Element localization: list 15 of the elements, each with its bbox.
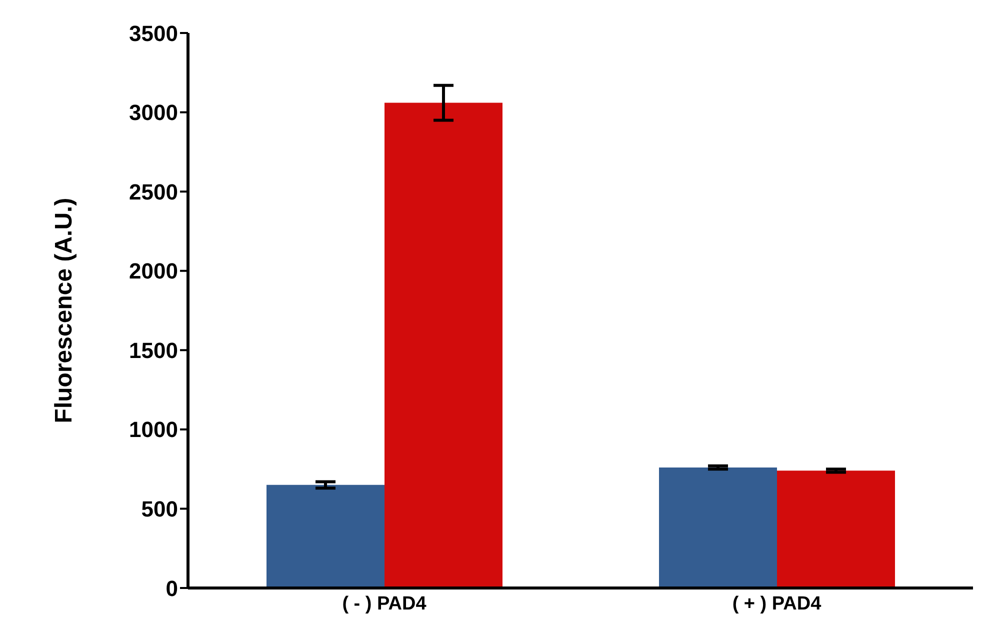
y-tick-label: 500: [141, 496, 178, 522]
bar: [266, 484, 384, 588]
y-tick-label: 0: [166, 576, 178, 601]
y-tick-label: 2000: [129, 258, 178, 284]
y-tick-label: 1500: [129, 338, 178, 363]
x-tick-label: ( - ) PAD4: [342, 593, 427, 614]
y-tick-label: 1000: [129, 417, 178, 442]
y-tick-label: 3500: [129, 20, 178, 46]
y-axis-title: Fluorescence (A.U.): [50, 198, 78, 424]
bar: [384, 102, 502, 588]
x-tick-label: ( + ) PAD4: [732, 593, 822, 614]
bar: [659, 467, 777, 588]
y-tick-label: 2500: [129, 179, 178, 204]
bar: [777, 470, 895, 588]
y-tick-label: 3000: [129, 100, 178, 126]
